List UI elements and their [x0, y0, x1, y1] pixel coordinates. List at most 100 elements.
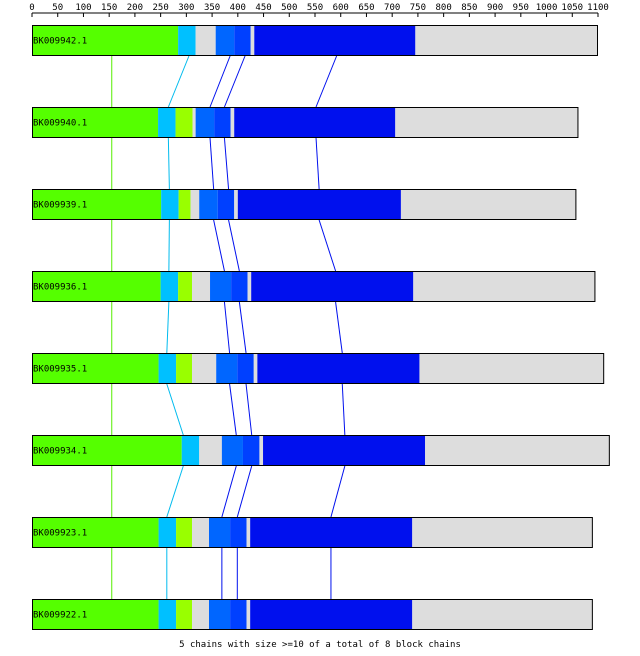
sequence-segment [251, 271, 414, 302]
sequence-segment [253, 353, 258, 384]
sequence-segment [32, 25, 179, 56]
sequence-segment [247, 271, 252, 302]
sequence-segment [158, 599, 177, 630]
sequence-segment [234, 25, 251, 56]
chain-link [341, 383, 346, 436]
sequence-segment [263, 435, 426, 466]
sequence-segment [192, 599, 210, 630]
sequence-segment [395, 107, 579, 138]
sequence-outline [32, 435, 610, 466]
sequence-segment [32, 107, 159, 138]
sequence-segment [176, 353, 193, 384]
sequence-segment [192, 517, 210, 548]
sequence-segment [199, 189, 218, 220]
chain-link [209, 137, 215, 190]
sequence-segment [217, 189, 235, 220]
sequence-segment [412, 599, 593, 630]
sequence-segment [259, 435, 264, 466]
sequence-segment [161, 189, 179, 220]
axis-tick-label: 150 [101, 3, 117, 13]
sequence-label: BK009934.1 [33, 447, 87, 457]
sequence-segment [210, 271, 232, 302]
chain-link [315, 137, 320, 190]
sequence-tracks: BK009942.1 BK009940.1 BK009939.1 BK009936.1… [32, 25, 610, 630]
chain-link [330, 465, 346, 518]
chain-link [168, 219, 170, 272]
chain-link [238, 301, 247, 354]
axis-tick-label: 700 [384, 3, 400, 13]
sequence-segment [214, 107, 231, 138]
axis-tick-label: 200 [127, 3, 143, 13]
chain-link [223, 137, 230, 190]
sequence-outline [32, 271, 596, 302]
sequence-segment [230, 517, 247, 548]
axis-tick-label: 900 [487, 3, 503, 13]
sequence-segment [178, 25, 196, 56]
sequence-segment [181, 435, 200, 466]
axis-tick-label: 50 [52, 3, 63, 13]
sequence-segment [32, 517, 159, 548]
sequence-segment [242, 435, 260, 466]
sequence-segment [250, 599, 413, 630]
sequence-segment [231, 271, 248, 302]
sequence-segment [178, 271, 193, 302]
sequence-segment [32, 435, 182, 466]
chain-link [167, 55, 190, 108]
sequence-segment [250, 25, 255, 56]
axis-tick-label: 500 [281, 3, 297, 13]
sequence-segment [195, 107, 215, 138]
chain-link [245, 383, 253, 436]
chain-link [209, 55, 231, 108]
sequence-segment [415, 25, 598, 56]
sequence-segment [413, 271, 596, 302]
sequence-segment [178, 189, 191, 220]
chain-link [167, 137, 170, 190]
sequence-segment [221, 435, 243, 466]
sequence-segment [158, 107, 176, 138]
chain-link [213, 219, 225, 272]
sequence-segment [176, 517, 193, 548]
chain-link [166, 301, 170, 354]
sequence-segment [234, 107, 396, 138]
chain-link [223, 301, 231, 354]
sequence-segment [246, 599, 251, 630]
axis-tick-label: 300 [178, 3, 194, 13]
sequence-segment [425, 435, 610, 466]
chain-link [236, 465, 253, 518]
sequence-segment [32, 599, 159, 630]
axis-tick-label: 0 [29, 3, 34, 13]
chain-link [335, 301, 343, 354]
sequence-segment [230, 599, 247, 630]
position-axis: 0 50 100 150 200 250 300 350 400 450 500 550 600 650 7… [29, 3, 609, 17]
sequence-segment [192, 107, 196, 138]
sequence-segment [250, 517, 413, 548]
axis-tick-label: 650 [358, 3, 374, 13]
sequence-segment [400, 189, 577, 220]
chain-links [111, 55, 346, 599]
sequence-segment [158, 353, 177, 384]
axis-tick-label: 1000 [536, 3, 558, 13]
sequence-outline [32, 599, 593, 630]
axis-tick-label: 750 [410, 3, 426, 13]
sequence-outline [32, 107, 579, 138]
axis-tick-label: 1100 [587, 3, 609, 13]
chain-link [221, 465, 237, 518]
sequence-segment [412, 517, 593, 548]
chain-link [166, 383, 184, 436]
sequence-outline [32, 353, 605, 384]
axis-tick-label: 850 [461, 3, 477, 13]
chain-link [228, 219, 240, 272]
sequence-segment [237, 353, 254, 384]
sequence-segment [175, 107, 193, 138]
chain-link [229, 383, 237, 436]
sequence-segment [230, 107, 235, 138]
sequence-segment [195, 25, 216, 56]
sequence-segment [419, 353, 605, 384]
sequence-segment [32, 353, 159, 384]
sequence-segment [254, 25, 416, 56]
sequence-label: BK009942.1 [33, 37, 87, 47]
chain-link [315, 55, 338, 108]
axis-tick-label: 1050 [561, 3, 583, 13]
sequence-outline [32, 25, 598, 56]
